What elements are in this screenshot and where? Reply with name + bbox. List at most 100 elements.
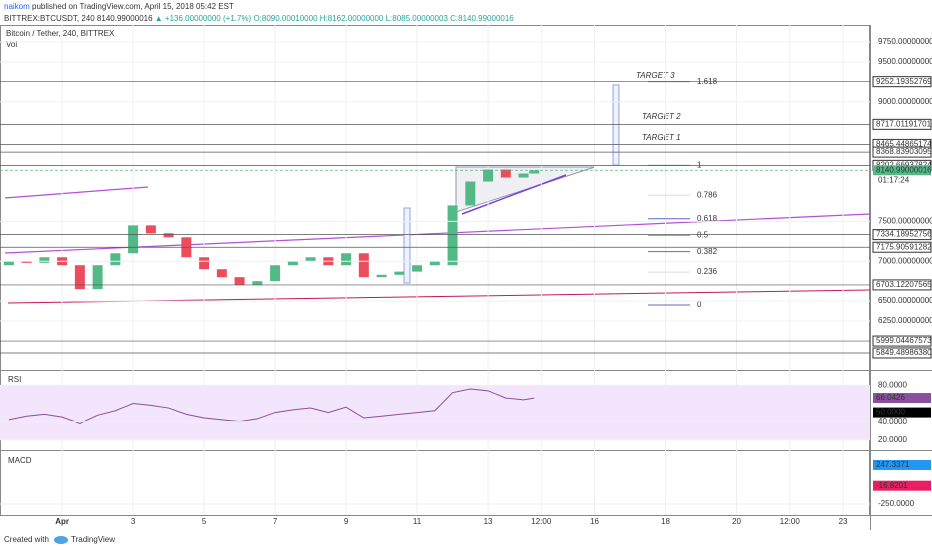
candle (518, 173, 529, 178)
y-tick-label: 6500.00000000 (878, 296, 932, 305)
price-box (872, 347, 932, 359)
candle (341, 253, 352, 266)
y-tick-label: 9000.00000000 (878, 97, 932, 106)
x-tick-label: 20 (732, 517, 741, 526)
rsi-line (8, 388, 535, 424)
candle (234, 277, 245, 286)
price-box-label: 9252.19352769 (876, 77, 932, 86)
price-box-label: 5999.04467573 (876, 336, 932, 345)
candle (128, 225, 139, 254)
x-tick-label: 18 (661, 517, 670, 526)
price-box (872, 335, 932, 347)
logo (54, 536, 68, 544)
y-tick-label: 20.0000 (878, 435, 907, 444)
footer-brand[interactable]: TradingView (71, 535, 115, 544)
y-tick-label: -250.0000 (878, 499, 915, 508)
x-tick-label: 9 (344, 517, 349, 526)
price-box-label: -16.8201 (876, 481, 908, 490)
candle (3, 261, 14, 266)
candle (305, 257, 316, 262)
candle (21, 261, 32, 263)
author[interactable]: naikom (4, 2, 30, 11)
x-tick-label: 16 (590, 517, 599, 526)
price-box (872, 279, 932, 291)
close: C:8140.99000016 (450, 14, 514, 23)
y-tick-label: 6250.00000000 (878, 316, 932, 325)
price-box-label: 66.0426 (876, 393, 905, 402)
candle (270, 265, 281, 282)
price-box (873, 165, 931, 176)
fib-label: 1 (697, 160, 702, 169)
candle (429, 261, 440, 266)
candle (252, 281, 263, 286)
candle (199, 257, 210, 270)
fib-label: 0 (697, 300, 702, 309)
candle (39, 257, 50, 263)
countdown: 01:17:24 (878, 175, 910, 184)
fib-label: 0.786 (697, 190, 718, 199)
price-box-label: 8368.83903095 (876, 147, 932, 156)
price-box (872, 76, 932, 88)
fib-label: 0.236 (697, 267, 718, 276)
x-tick-label: 7 (273, 517, 278, 526)
candle (483, 169, 494, 182)
x-tick-label: 11 (413, 517, 422, 526)
footer-created: Created with (4, 535, 49, 544)
price-box (872, 118, 932, 130)
x-tick-label: 12:00 (780, 517, 801, 526)
symbol: BITTREX:BTCUSDT, 240 (4, 14, 95, 23)
header-line: naikom published on TradingView.com, Apr… (4, 2, 234, 11)
candle (358, 253, 369, 278)
candle (500, 169, 511, 178)
x-tick-label: 23 (839, 517, 848, 526)
price-box-label: 8202.66937824 (876, 160, 932, 169)
candle (216, 269, 227, 278)
rsi-title: RSI (8, 375, 21, 384)
rsi-band (0, 385, 870, 440)
y-tick-label: 9750.00000000 (878, 37, 932, 46)
candle (376, 274, 387, 278)
price-box (873, 480, 931, 491)
x-tick-label: 5 (202, 517, 207, 526)
projection (612, 84, 620, 166)
candle (287, 261, 298, 266)
y-tick-label: 40.0000 (878, 417, 907, 426)
annotation: TARGET 1 (642, 133, 681, 142)
annotation: TARGET 2 (642, 112, 681, 121)
y-tick-label: 7500.00000000 (878, 216, 932, 225)
trendline (4, 213, 871, 254)
candle (145, 225, 156, 234)
x-tick-label: Apr (55, 517, 69, 526)
symbol-line: BITTREX:BTCUSDT, 240 8140.99000016 ▲ +13… (4, 14, 514, 23)
candle (447, 205, 458, 266)
price-box-label: 8717.01191701 (876, 119, 932, 128)
fib-label: 0.618 (697, 214, 718, 223)
price-box-label: 6703.12207565 (876, 280, 932, 289)
projection (403, 207, 411, 284)
candle (394, 271, 405, 275)
annotation: TARGET 3 (636, 71, 675, 80)
last-price: 8140.99000016 (97, 14, 153, 23)
y-tick-label: 7000.00000000 (878, 256, 932, 265)
price-box (872, 241, 932, 253)
candle (465, 181, 476, 206)
price-box-label: 50.0000 (876, 408, 905, 417)
candle (529, 170, 540, 174)
candle (163, 233, 174, 238)
open: O:8090.00010000 (253, 14, 318, 23)
trendline (461, 174, 567, 215)
candle (74, 265, 85, 290)
candle (412, 265, 423, 272)
pane-title: Bitcoin / Tether, 240, BITTREX (6, 29, 115, 38)
price-box-label: 247.3371 (876, 460, 910, 469)
published: published on TradingView.com, April 15, … (32, 2, 234, 11)
price-box-label: 7334.18952756 (876, 230, 932, 239)
price-box-label: 8465.44865174 (876, 140, 932, 149)
candle (110, 253, 121, 266)
macd-title: MACD (8, 456, 32, 465)
price-box-label: 8140.99000016 (876, 165, 932, 174)
price-box (872, 146, 932, 158)
price-box (873, 407, 931, 418)
